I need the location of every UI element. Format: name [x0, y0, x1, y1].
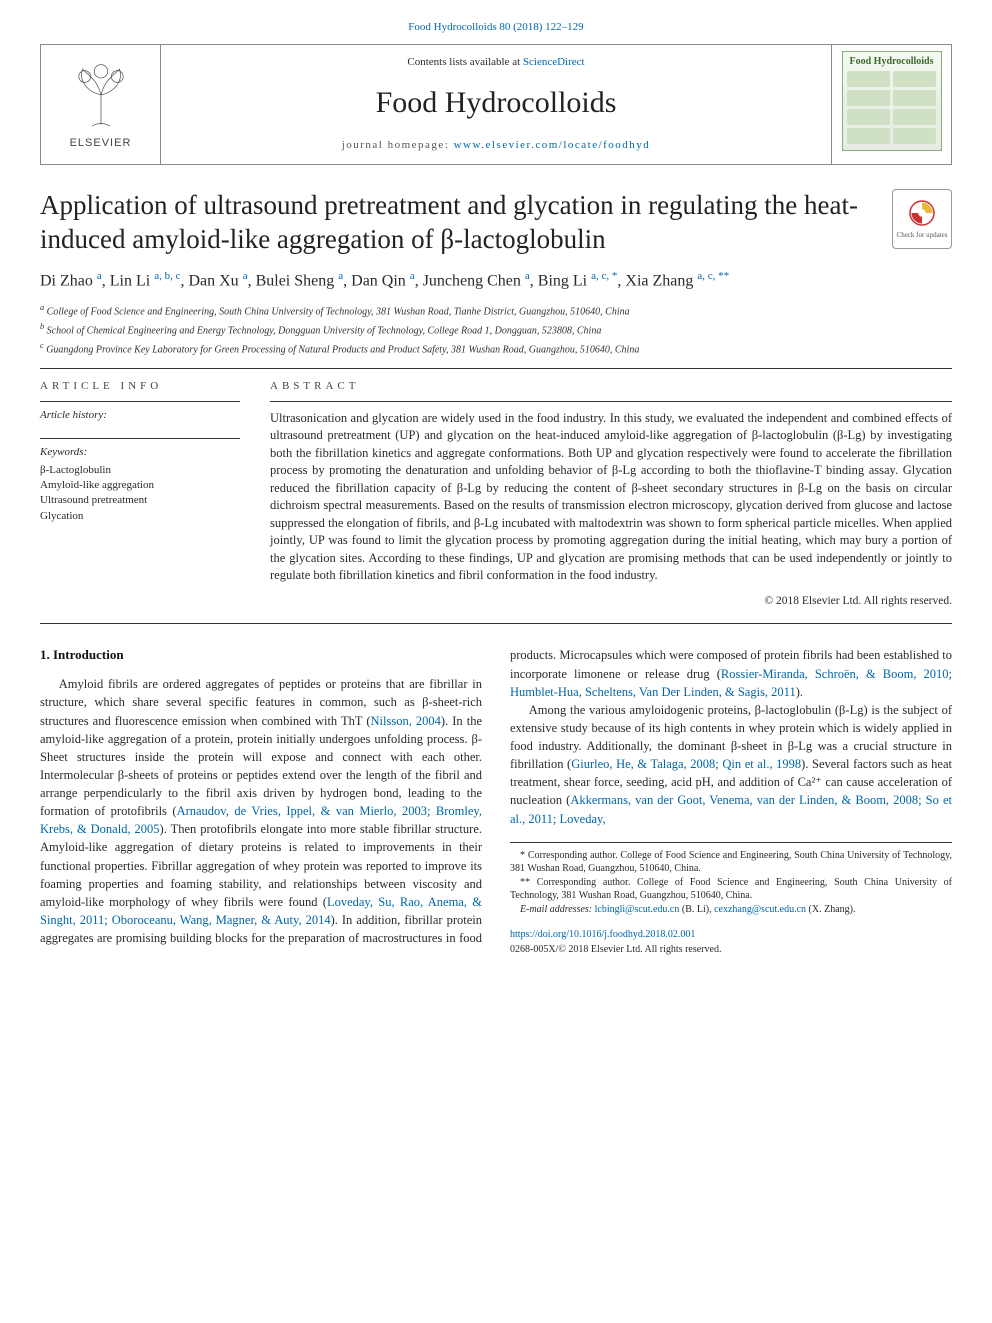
text: ). In the amyloid-like aggregation of a …	[40, 714, 482, 819]
corresponding-author-2: ** Corresponding author. College of Food…	[510, 876, 952, 903]
email-who-1: (B. Li),	[679, 904, 714, 915]
header-center: Contents lists available at ScienceDirec…	[161, 45, 831, 164]
divider	[40, 623, 952, 624]
body-columns: 1. Introduction Amyloid fibrils are orde…	[40, 646, 952, 957]
affiliations: a College of Food Science and Engineerin…	[40, 302, 952, 357]
email-addresses-line: E-mail addresses: lcbingli@scut.edu.cn (…	[510, 903, 952, 917]
doi-link[interactable]: https://doi.org/10.1016/j.foodhyd.2018.0…	[510, 929, 695, 940]
cover-cell: Food Hydrocolloids	[831, 45, 951, 164]
check-updates-label: Check for updates	[897, 230, 948, 240]
article-history-label: Article history:	[40, 408, 240, 424]
citation-link[interactable]: Akkermans, van der Goot, Venema, van der…	[510, 793, 952, 825]
section-heading-introduction: 1. Introduction	[40, 646, 482, 665]
abstract-column: ABSTRACT Ultrasonication and glycation a…	[270, 379, 952, 610]
email-who-2: (X. Zhang).	[806, 904, 855, 915]
check-updates-icon	[907, 198, 937, 228]
journal-reference: Food Hydrocolloids 80 (2018) 122–129	[40, 20, 952, 36]
cover-title: Food Hydrocolloids	[850, 56, 934, 67]
journal-homepage-line: journal homepage: www.elsevier.com/locat…	[169, 138, 823, 154]
intro-paragraph-2: Among the various amyloidogenic proteins…	[510, 701, 952, 828]
keywords-label: Keywords:	[40, 445, 240, 461]
check-updates-badge[interactable]: Check for updates	[892, 189, 952, 249]
email-link-1[interactable]: lcbingli@scut.edu.cn	[595, 904, 680, 915]
keyword-item: Ultrasound pretreatment	[40, 493, 240, 508]
footnotes: * Corresponding author. College of Food …	[510, 842, 952, 917]
journal-header: ELSEVIER Contents lists available at Sci…	[40, 44, 952, 165]
authors-line: Di Zhao a, Lin Li a, b, c, Dan Xu a, Bul…	[40, 269, 952, 293]
journal-name: Food Hydrocolloids	[169, 81, 823, 125]
article-title: Application of ultrasound pretreatment a…	[40, 189, 876, 257]
abstract-heading: ABSTRACT	[270, 379, 952, 395]
corresponding-author-1: * Corresponding author. College of Food …	[510, 849, 952, 876]
email-link-2[interactable]: cexzhang@scut.edu.cn	[714, 904, 806, 915]
doi-block: https://doi.org/10.1016/j.foodhyd.2018.0…	[510, 928, 952, 957]
emails-label: E-mail addresses:	[520, 904, 595, 915]
citation-link[interactable]: Giurleo, He, & Talaga, 2008; Qin et al.,…	[571, 757, 801, 771]
keyword-item: Amyloid-like aggregation	[40, 478, 240, 493]
elsevier-tree-icon	[64, 58, 138, 132]
abstract-text: Ultrasonication and glycation are widely…	[270, 410, 952, 585]
text: ).	[796, 685, 803, 699]
keyword-item: Glycation	[40, 509, 240, 524]
sciencedirect-link[interactable]: ScienceDirect	[523, 56, 585, 68]
contents-lists-line: Contents lists available at ScienceDirec…	[169, 55, 823, 71]
publisher-logo-cell: ELSEVIER	[41, 45, 161, 164]
affiliation-item: a College of Food Science and Engineerin…	[40, 302, 952, 320]
affiliation-item: c Guangdong Province Key Laboratory for …	[40, 340, 952, 358]
issn-copyright: 0268-005X/© 2018 Elsevier Ltd. All right…	[510, 944, 721, 955]
article-info-heading: ARTICLE INFO	[40, 379, 240, 395]
journal-reference-link[interactable]: Food Hydrocolloids 80 (2018) 122–129	[408, 21, 583, 33]
affiliation-item: b School of Chemical Engineering and Ene…	[40, 321, 952, 339]
publisher-name: ELSEVIER	[64, 136, 138, 152]
copyright-line: © 2018 Elsevier Ltd. All rights reserved…	[270, 593, 952, 610]
contents-prefix: Contents lists available at	[407, 56, 522, 68]
keyword-item: β-Lactoglobulin	[40, 463, 240, 478]
keywords-list: β-LactoglobulinAmyloid-like aggregationU…	[40, 463, 240, 525]
homepage-link[interactable]: www.elsevier.com/locate/foodhyd	[454, 139, 651, 151]
divider	[40, 368, 952, 369]
homepage-prefix: journal homepage:	[342, 139, 454, 151]
citation-link[interactable]: Nilsson, 2004	[371, 714, 441, 728]
journal-cover-thumb: Food Hydrocolloids	[842, 51, 942, 151]
article-info-column: ARTICLE INFO Article history: Keywords: …	[40, 379, 240, 610]
